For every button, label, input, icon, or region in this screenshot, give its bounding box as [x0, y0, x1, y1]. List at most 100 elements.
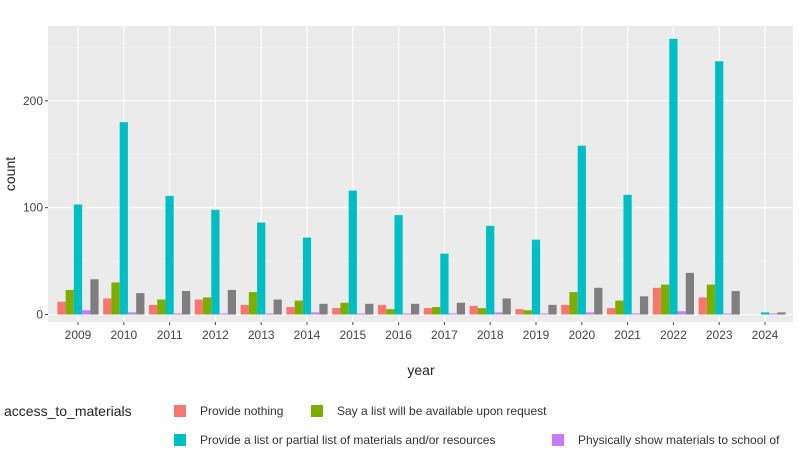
bar: [432, 307, 441, 315]
bar: [569, 292, 578, 315]
bar: [273, 299, 282, 315]
bar: [211, 209, 220, 315]
bar: [356, 313, 366, 315]
bar: [302, 237, 312, 315]
bar: [423, 308, 433, 315]
bar: [173, 313, 182, 315]
legend-label: Physically show materials to school of: [578, 433, 780, 447]
legend-label: Provide nothing: [200, 404, 283, 418]
x-tick-label: 2015: [339, 328, 366, 342]
bar: [248, 292, 258, 315]
legend-key: [174, 405, 186, 417]
x-tick-label: 2023: [706, 328, 733, 342]
x-tick-label: 2009: [65, 328, 92, 342]
bar: [623, 194, 632, 315]
bar: [82, 310, 91, 315]
legend-label: Say a list will be available upon reques…: [337, 404, 547, 418]
bar: [469, 305, 478, 315]
bar: [394, 215, 403, 315]
bar: [311, 312, 320, 315]
bar: [606, 308, 616, 315]
bar: [157, 299, 166, 315]
bar: [723, 313, 732, 315]
legend-key: [311, 405, 323, 417]
plot-panel: [48, 26, 793, 322]
bar: [548, 304, 557, 315]
y-axis-title: count: [2, 157, 18, 191]
bar: [73, 204, 83, 315]
bar: [669, 38, 678, 315]
bar: [531, 239, 541, 315]
bar: [340, 302, 349, 315]
bar: [706, 284, 716, 315]
x-tick-label: 2020: [568, 328, 595, 342]
bar: [119, 122, 128, 315]
legend-key: [174, 434, 186, 446]
bar: [677, 311, 686, 315]
bar: [440, 253, 449, 315]
y-axis: 0 100 200: [23, 94, 48, 322]
bar: [332, 308, 341, 315]
x-axis: 2009 2010 2011 2012 2013 2014 2015 2016 2017 2018…: [65, 322, 779, 342]
y-tick-label: 200: [23, 94, 43, 108]
bar: [502, 298, 511, 315]
bar: [257, 222, 266, 315]
x-tick-label: 2024: [752, 328, 779, 342]
bar: [148, 304, 158, 315]
bar: [136, 293, 145, 315]
bars: [57, 38, 786, 315]
legend-key: [552, 434, 564, 446]
bar: [652, 287, 662, 315]
bar: [377, 304, 387, 315]
bar: [594, 287, 603, 315]
x-tick-label: 2010: [110, 328, 137, 342]
bar: [194, 299, 204, 315]
bar: [65, 289, 74, 315]
bar: [386, 309, 395, 315]
bar: [165, 195, 174, 315]
legend: Provide nothing Say a list will be availa…: [174, 404, 780, 447]
x-tick-label: 2013: [248, 328, 275, 342]
bar: [777, 312, 786, 315]
bar: [561, 304, 570, 315]
bar: [348, 190, 357, 315]
bar: [448, 313, 457, 315]
bar: [731, 291, 740, 315]
bar: [540, 313, 549, 315]
x-tick-label: 2017: [431, 328, 458, 342]
bar: [57, 301, 66, 315]
bar: [477, 308, 487, 315]
bar: [103, 298, 112, 315]
bar: [90, 279, 99, 315]
x-tick-label: 2021: [614, 328, 641, 342]
bar: [639, 296, 649, 315]
bar: [585, 312, 595, 315]
bar: [219, 313, 228, 315]
legend-title: access_to_materials: [4, 403, 132, 419]
y-tick-label: 100: [23, 201, 43, 215]
bar: [410, 303, 420, 315]
bar: [286, 307, 295, 315]
bar: [181, 291, 191, 315]
bar: [515, 309, 524, 315]
bar: [523, 310, 532, 315]
bar: [486, 225, 495, 315]
bar: [661, 284, 670, 315]
bar: [456, 302, 466, 315]
y-tick-label: 0: [36, 308, 43, 322]
bar: [319, 303, 328, 315]
bar: [715, 61, 724, 315]
bar: [769, 313, 778, 315]
x-tick-label: 2022: [660, 328, 687, 342]
x-tick-label: 2016: [385, 328, 412, 342]
bar: [698, 297, 707, 315]
bar: [615, 300, 624, 315]
bar: [111, 282, 120, 315]
x-tick-label: 2018: [477, 328, 504, 342]
x-tick-label: 2011: [157, 328, 183, 342]
bar: [240, 304, 249, 315]
bar: [203, 297, 212, 315]
x-tick-label: 2019: [523, 328, 550, 342]
bar: [760, 312, 770, 315]
